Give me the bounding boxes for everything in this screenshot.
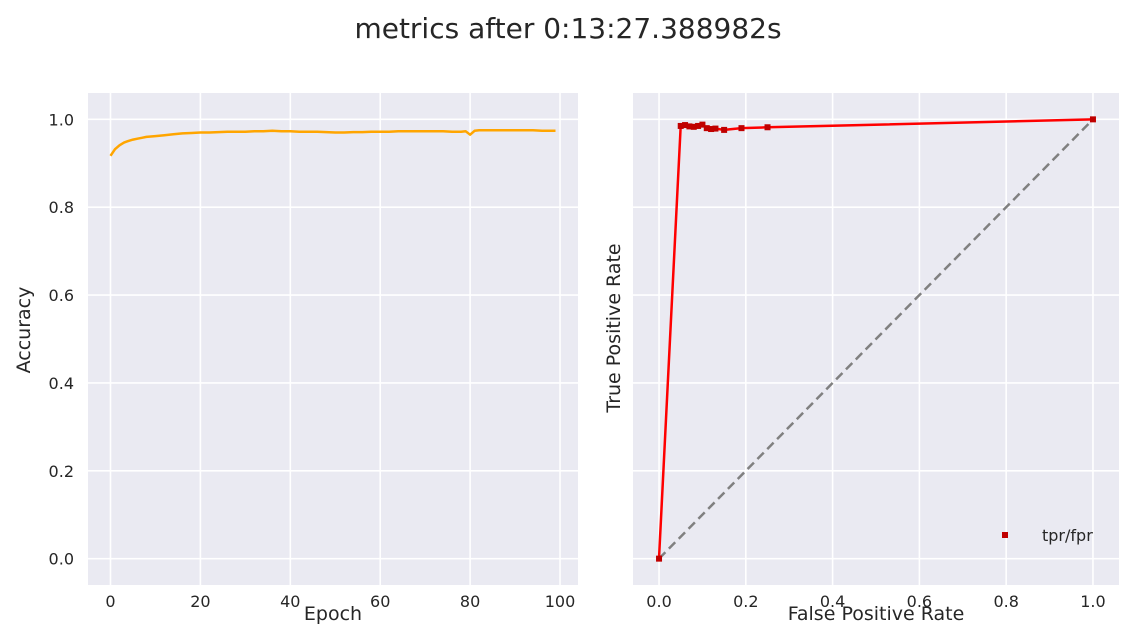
roc-point [1089,116,1096,123]
accuracy-series-line [109,129,556,157]
roc-chart: 0.0 0.2 0.4 0.6 0.8 1.0 False Positive Rate T… [603,93,1119,625]
roc-point [764,124,771,131]
roc-x-tick-label: 1.0 [1080,592,1105,611]
accuracy-y-tick-label: 0.0 [49,550,74,569]
roc-point [686,123,693,130]
accuracy-y-tick-label: 0.2 [49,462,74,481]
accuracy-x-tick-label: 0 [105,592,115,611]
roc-point [695,122,702,129]
roc-y-axis-label: True Positive Rate [603,243,625,413]
roc-point [738,125,745,132]
accuracy-y-tick-label: 1.0 [49,110,74,129]
legend-marker [1002,532,1008,538]
roc-point [699,121,706,128]
figure-title: metrics after 0:13:27.388982s [354,12,781,45]
roc-point [656,555,663,562]
accuracy-y-axis-label: Accuracy [13,287,35,374]
roc-x-tick-label: 0.6 [907,592,932,611]
accuracy-chart: 0 20 40 60 80 100 0.0 0.2 0.4 0.6 0.8 1.0 Epoch Acc… [13,93,578,625]
roc-reference-line [658,118,1094,560]
roc-x-axis-label: False Positive Rate [788,603,965,625]
roc-x-tick-label: 0.8 [993,592,1018,611]
accuracy-x-tick-label: 40 [280,592,300,611]
accuracy-plot-area [88,93,578,585]
accuracy-x-tick-label: 20 [190,592,210,611]
roc-point [677,122,684,129]
roc-x-tick-label: 0.4 [820,592,845,611]
accuracy-x-tick-label: 100 [545,592,576,611]
roc-point [690,123,697,130]
accuracy-y-tick-label: 0.8 [49,198,74,217]
roc-legend: tpr/fpr [1002,526,1093,545]
legend-label: tpr/fpr [1042,526,1093,545]
accuracy-x-tick-label: 60 [370,592,390,611]
accuracy-x-axis-label: Epoch [304,603,362,625]
accuracy-y-tick-label: 0.6 [49,286,74,305]
roc-point [703,125,710,132]
roc-point [708,126,715,133]
accuracy-x-tick-label: 80 [460,592,480,611]
roc-point [682,122,689,129]
roc-point [712,125,719,132]
roc-x-tick-label: 0.0 [646,592,671,611]
roc-x-tick-label: 0.2 [733,592,758,611]
accuracy-y-tick-label: 0.4 [49,374,74,393]
roc-point [721,126,728,133]
